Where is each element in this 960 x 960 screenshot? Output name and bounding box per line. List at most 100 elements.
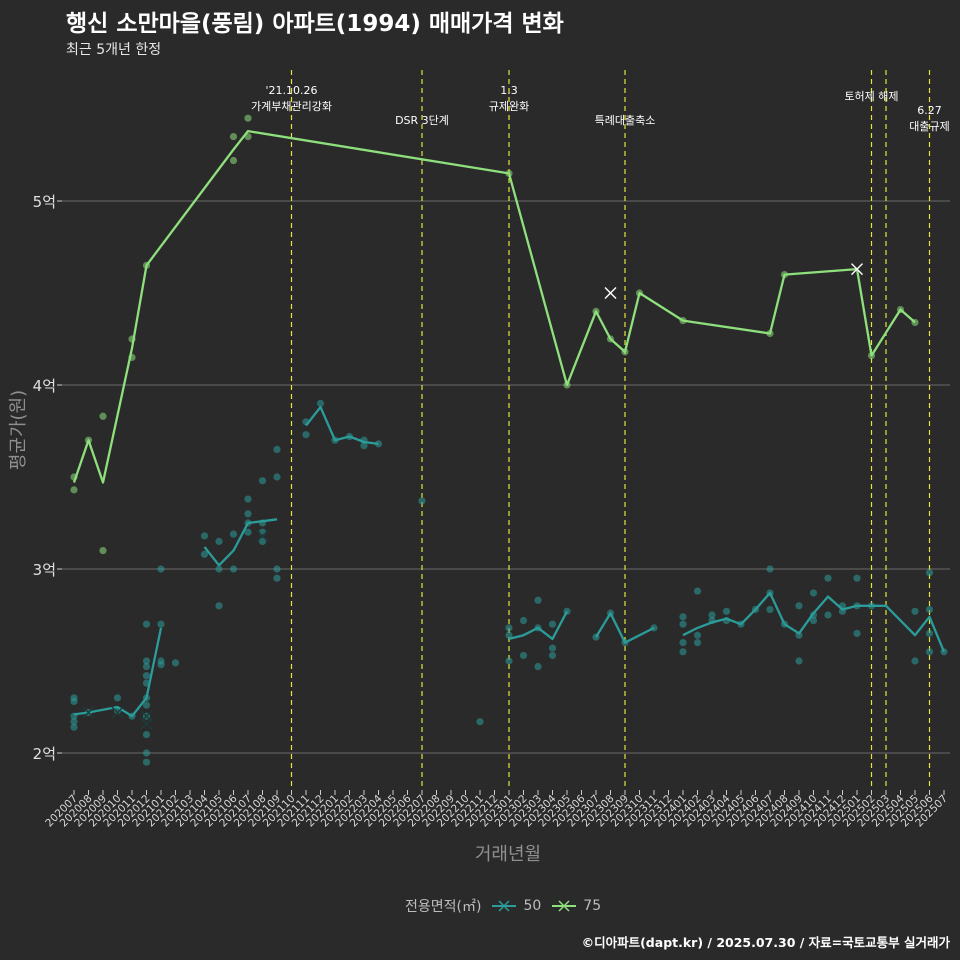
data-point [925, 569, 934, 577]
data-point [302, 431, 310, 439]
legend: 전용면적(㎡) 50 75 [405, 896, 601, 916]
y-axis-title: 평균가(원) [8, 390, 29, 470]
data-point [693, 639, 702, 647]
data-point [925, 605, 934, 614]
y-tick-label: 4억 [33, 377, 56, 395]
data-point [142, 672, 151, 680]
data-point [200, 550, 209, 558]
legend-title: 전용면적(㎡) [405, 899, 482, 915]
data-point [142, 701, 151, 709]
data-point [809, 616, 818, 625]
data-point [505, 624, 513, 632]
legend-item-50: 50 [491, 898, 541, 914]
event-label: 규제완화 [489, 100, 529, 113]
data-point [534, 662, 542, 671]
event-label: DSR 3단계 [395, 114, 449, 127]
cross-point [111, 706, 124, 719]
data-point [244, 528, 252, 536]
data-point [824, 574, 832, 582]
data-point [258, 537, 267, 546]
y-tick-label: 2억 [33, 745, 56, 763]
data-point [273, 574, 281, 582]
data-point [244, 114, 252, 122]
data-point [142, 657, 151, 665]
data-point [229, 530, 238, 538]
series-75 [70, 114, 919, 555]
data-point [679, 613, 687, 621]
data-point [693, 631, 702, 639]
legend-label-75: 75 [583, 898, 602, 914]
series-line [595, 612, 655, 644]
series-line [508, 610, 569, 641]
data-point [171, 659, 180, 667]
data-point [215, 602, 223, 610]
y-axis: 2억 3억 4억 5억 [33, 193, 62, 763]
data-point [157, 620, 165, 628]
data-point [911, 607, 919, 615]
data-point [273, 445, 281, 453]
grid-lines [62, 200, 950, 754]
data-point [273, 473, 281, 481]
cross-stroke [851, 263, 863, 276]
data-point [360, 442, 368, 450]
data-point [708, 611, 716, 619]
series-line [72, 129, 916, 484]
data-point [99, 547, 107, 555]
data-point [244, 495, 252, 503]
legend-key-75 [552, 900, 577, 912]
x-axis: 2020072020082020092020102020112020122021… [43, 790, 950, 829]
chart-subtitle: 최근 5개년 한정 [66, 42, 162, 58]
data-point [548, 651, 557, 660]
cross-stroke [140, 717, 153, 730]
data-point [157, 565, 165, 573]
series-line [682, 591, 946, 653]
event-label: 6.27 [917, 104, 942, 117]
x-axis-title: 거래년월 [475, 844, 541, 865]
event-label: 특례대출축소 [595, 114, 656, 127]
y-tick-label: 3억 [33, 561, 56, 579]
data-point [534, 596, 542, 604]
cross-point [140, 717, 153, 730]
data-point [693, 587, 702, 595]
cross-point [256, 529, 269, 542]
event-label: '21.10.26 [265, 84, 317, 97]
data-point [244, 510, 252, 518]
event-label: 가계부채관리강화 [251, 100, 332, 113]
cross-stroke [604, 287, 617, 299]
data-point [142, 758, 151, 766]
data-point [99, 412, 107, 420]
cross-point [604, 287, 617, 299]
data-point [70, 486, 78, 494]
data-point [229, 156, 238, 165]
data-point [766, 605, 774, 614]
event-label: 1.3 [500, 84, 518, 97]
cross-stroke [111, 706, 124, 719]
data-point [200, 532, 209, 540]
data-point [418, 497, 426, 505]
data-point [925, 629, 934, 638]
series-layer [70, 114, 948, 766]
series-line [203, 518, 278, 567]
data-point [273, 565, 281, 573]
data-point [505, 657, 513, 665]
data-point [142, 620, 151, 628]
data-point [679, 648, 687, 656]
series-50 [70, 399, 948, 766]
data-point [766, 565, 774, 573]
data-point [229, 133, 238, 141]
data-point [809, 589, 818, 597]
cross-stroke [82, 706, 95, 719]
data-point [853, 629, 861, 638]
legend-label-50: 50 [523, 898, 542, 914]
series-line [305, 405, 379, 446]
data-point [142, 749, 151, 757]
data-point [476, 718, 484, 726]
data-point [795, 602, 803, 610]
legend-key-50 [492, 900, 517, 912]
y-tick-label: 5억 [33, 193, 56, 211]
chart-title: 행신 소만마을(풍림) 아파트(1994) 매매가격 변화 [66, 11, 564, 37]
data-point [229, 565, 238, 573]
data-point [795, 657, 803, 665]
